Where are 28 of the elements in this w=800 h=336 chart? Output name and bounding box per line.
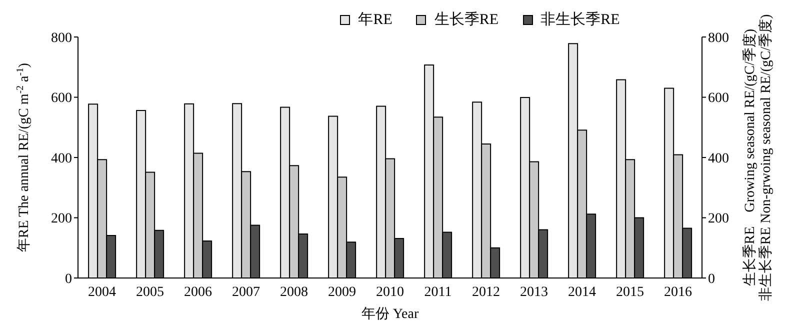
y-tick-label: 800 [51, 30, 72, 46]
y2-tick-label: 400 [708, 151, 729, 166]
y2-axis-title: 生长季RE Growing seasonal RE/(gC/季度) 非生长季RE Non-grwoing seasonal RE/(gC/季度) [742, 14, 774, 301]
x-tick-label: 2007 [232, 284, 260, 300]
legend-label: 年RE [358, 11, 392, 29]
legend-label: 非生长季RE [540, 10, 620, 29]
x-tick-label: 2012 [472, 284, 500, 300]
y-tick-label: 400 [51, 151, 72, 166]
x-tick-label: 2005 [136, 284, 164, 300]
y-tick-label: 600 [51, 91, 72, 106]
y2-tick-label: 0 [708, 272, 715, 287]
x-tick-label: 2014 [568, 284, 596, 300]
x-tick-label: 2011 [424, 284, 452, 300]
y-tick-label: 200 [51, 212, 72, 227]
x-tick-label: 2015 [616, 284, 644, 300]
x-tick-label: 2016 [664, 284, 692, 300]
y-tick-label: 0 [65, 272, 72, 287]
x-tick-label: 2004 [88, 284, 116, 300]
legend-label: 生长季RE [434, 10, 499, 29]
y2-tick-label: 200 [708, 212, 729, 227]
x-tick-label: 2008 [280, 284, 308, 300]
x-axis-title: 年份 Year [361, 306, 419, 322]
y2-tick-label: 600 [708, 91, 729, 106]
x-tick-label: 2010 [376, 284, 404, 300]
x-tick-label: 2009 [328, 284, 356, 300]
x-tick-label: 2006 [184, 284, 212, 300]
y2-tick-label: 800 [708, 30, 729, 46]
x-tick-label: 2013 [520, 284, 548, 300]
